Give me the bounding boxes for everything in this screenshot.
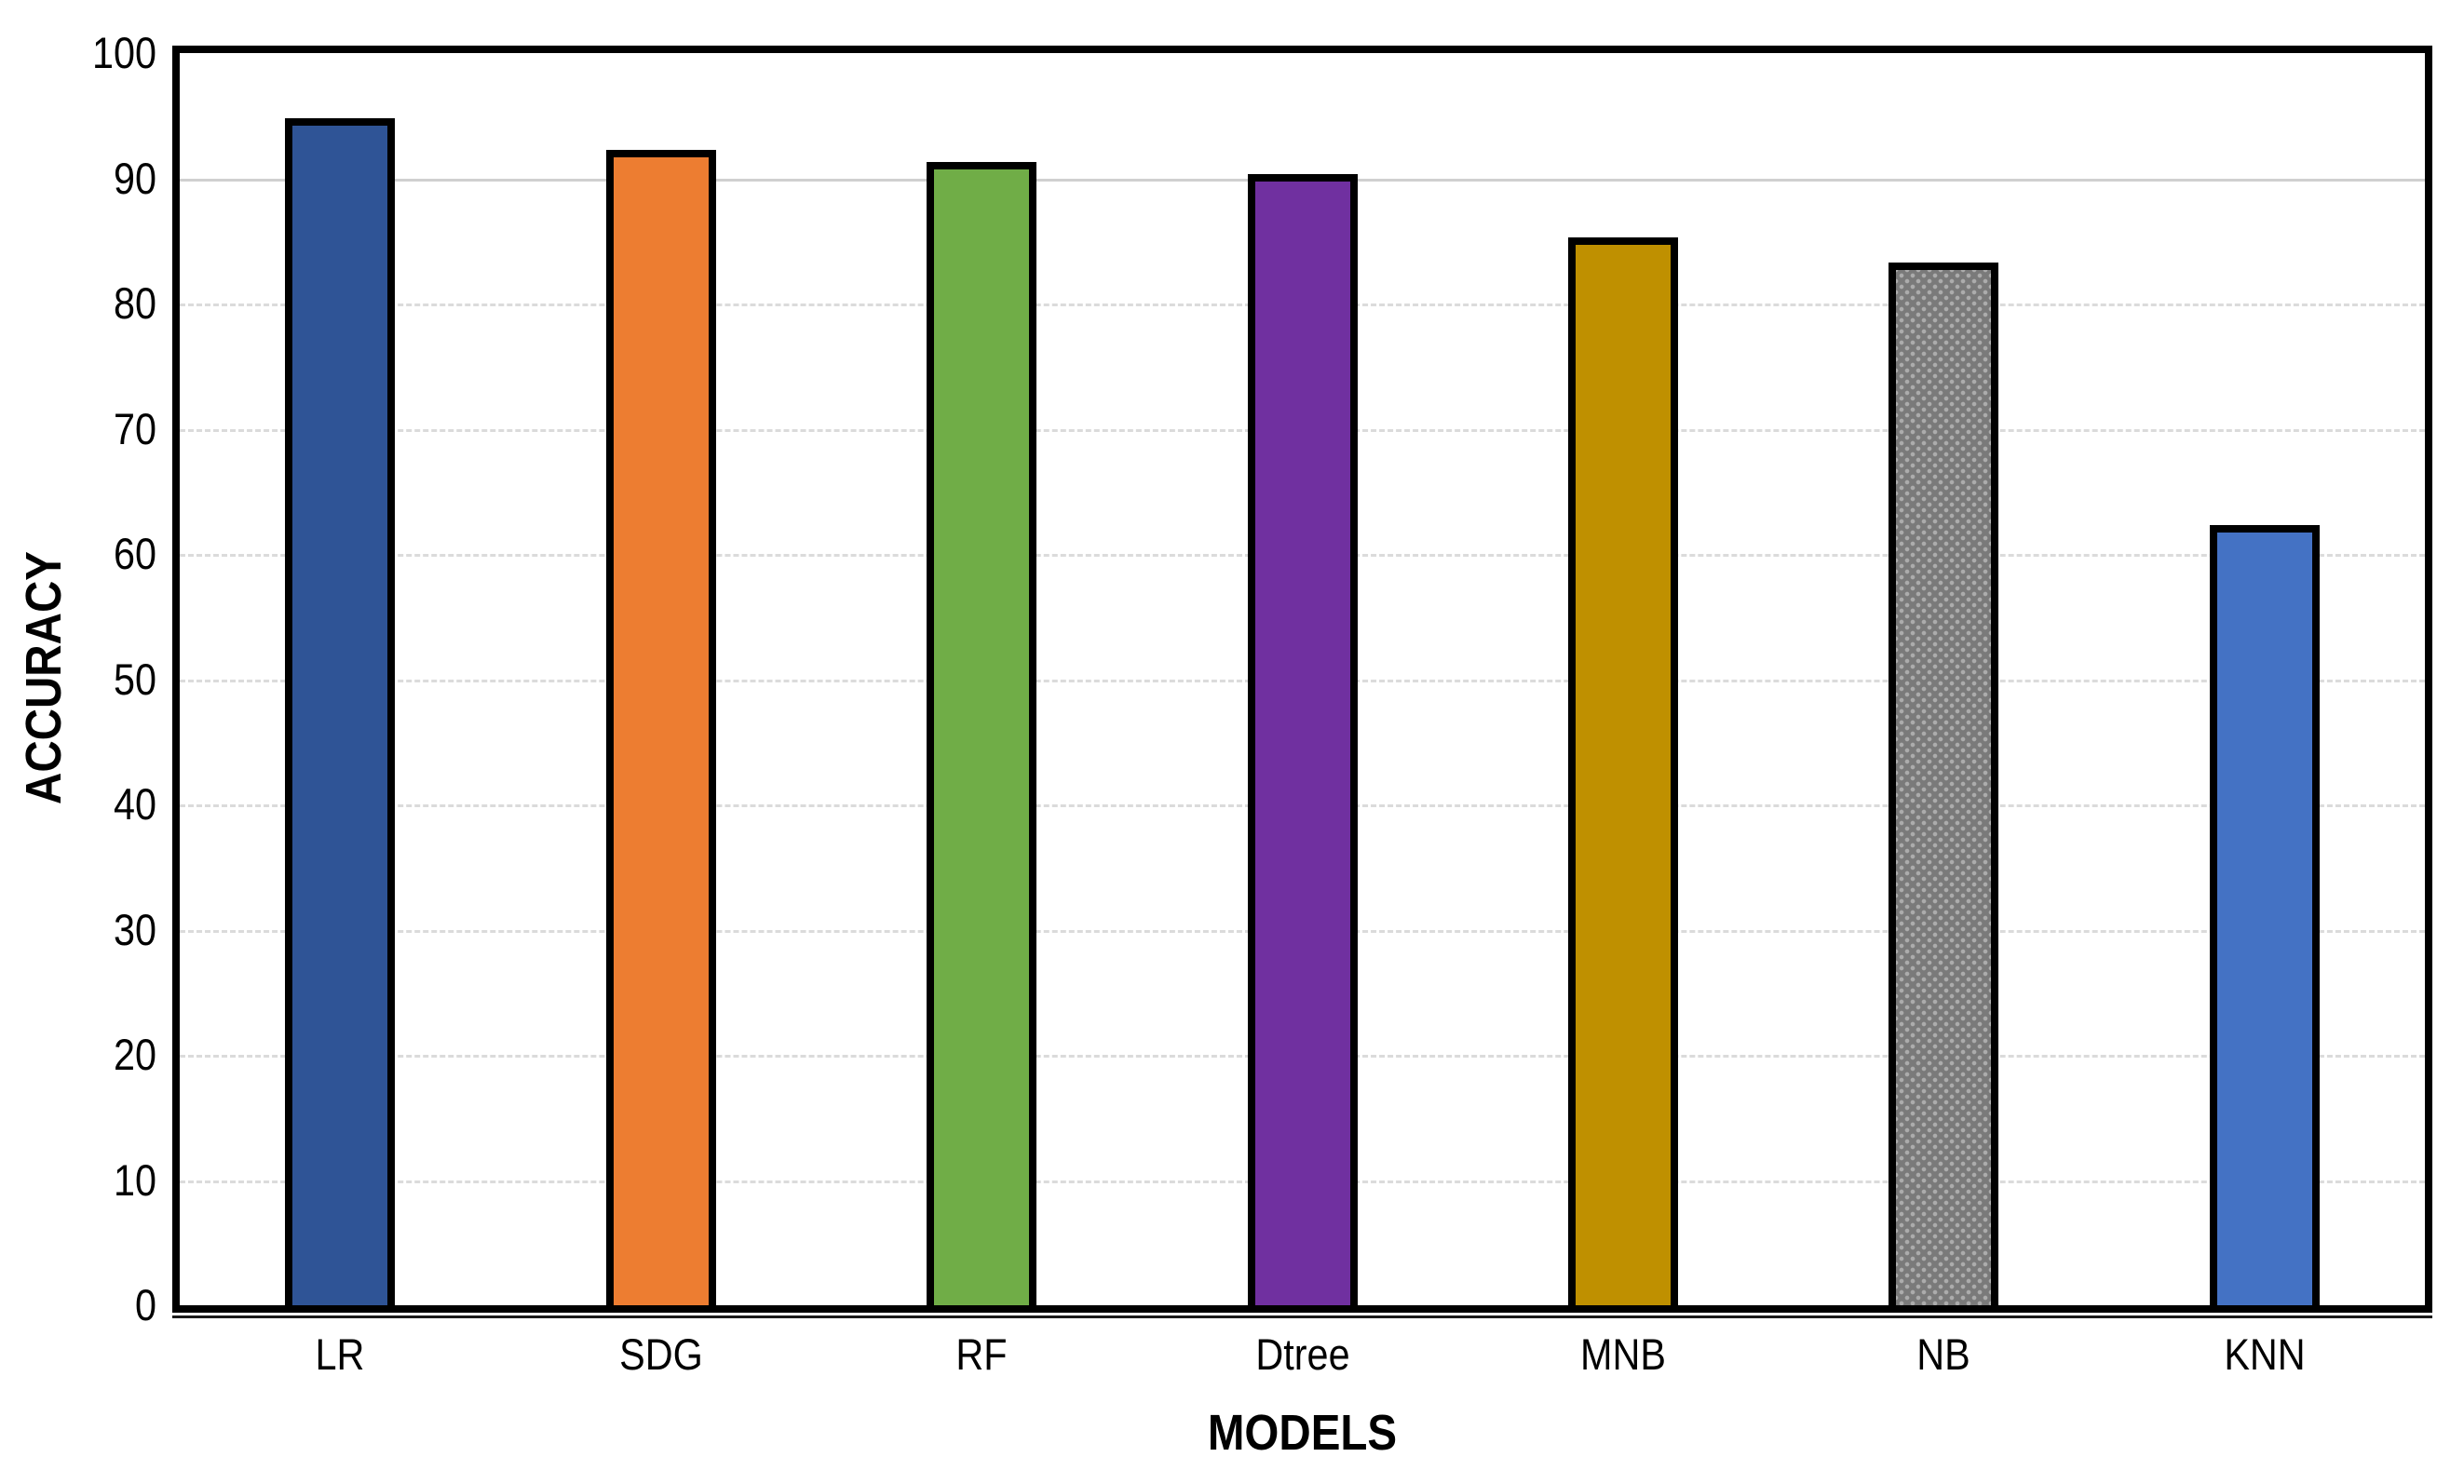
- bar-mnb: [1568, 237, 1678, 1305]
- y-tick-label-10: 10: [113, 1155, 156, 1205]
- y-tick-label-50: 50: [113, 654, 156, 704]
- y-tick-label-80: 80: [113, 278, 156, 328]
- bar-knn: [2210, 525, 2320, 1305]
- y-tick-label-100: 100: [91, 28, 156, 77]
- x-category-label-knn: KNN: [2224, 1329, 2306, 1379]
- x-category-label-dtree: Dtree: [1255, 1329, 1350, 1379]
- bar-rf: [927, 162, 1036, 1305]
- y-tick-label-60: 60: [113, 529, 156, 578]
- bar-lr: [285, 118, 395, 1305]
- y-tick-label-30: 30: [113, 905, 156, 954]
- y-tick-label-40: 40: [113, 779, 156, 829]
- x-category-label-sdg: SDG: [619, 1329, 703, 1379]
- y-tick-label-90: 90: [113, 154, 156, 203]
- bar-nb: [1889, 263, 1998, 1305]
- x-axis-line: [172, 1315, 2432, 1318]
- x-category-label-lr: LR: [315, 1329, 365, 1379]
- y-tick-label-20: 20: [113, 1030, 156, 1079]
- x-category-label-rf: RF: [955, 1329, 1008, 1379]
- y-tick-label-0: 0: [134, 1280, 156, 1329]
- bar-sdg: [606, 150, 716, 1305]
- bar-dtree: [1248, 174, 1358, 1305]
- plot-area: [172, 46, 2432, 1318]
- x-axis-title: MODELS: [1207, 1405, 1398, 1461]
- x-category-label-mnb: MNB: [1580, 1329, 1666, 1379]
- y-tick-label-70: 70: [113, 404, 156, 453]
- x-category-label-nb: NB: [1916, 1329, 1970, 1379]
